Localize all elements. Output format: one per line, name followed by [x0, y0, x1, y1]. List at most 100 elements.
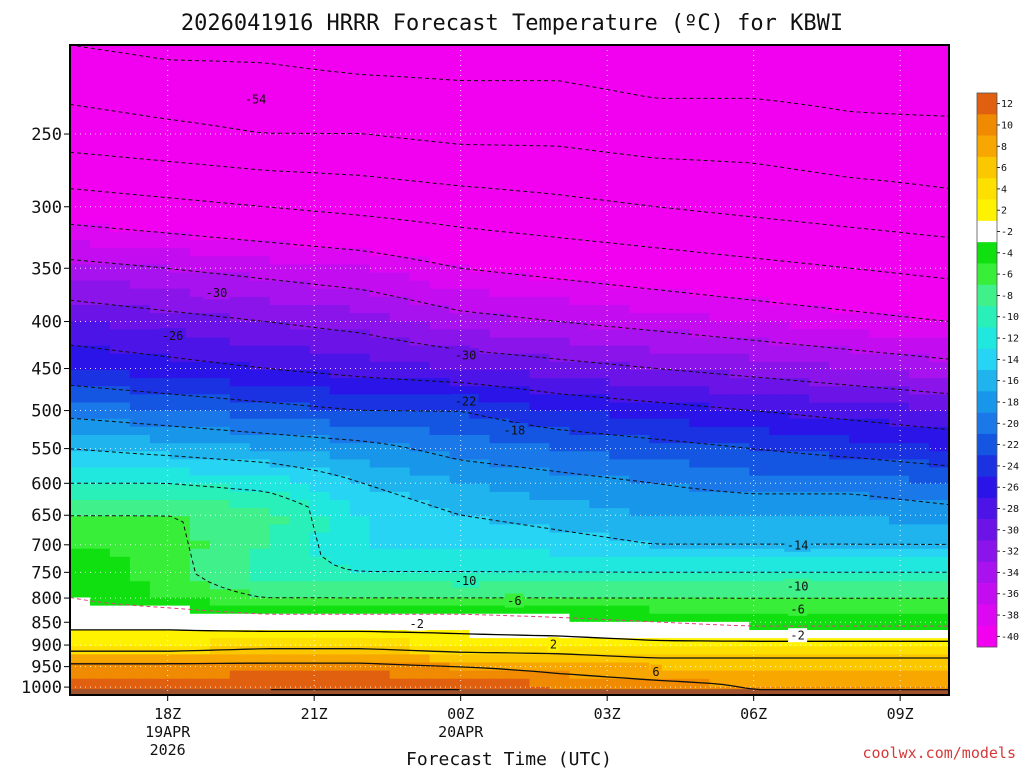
heat-cell [709, 597, 730, 607]
heat-cell [669, 508, 690, 517]
heat-cell [509, 69, 531, 79]
heat-cell [129, 280, 151, 290]
heat-cell [489, 597, 511, 607]
heat-cell [589, 370, 610, 379]
heat-cell [189, 459, 211, 469]
heat-cell [469, 370, 491, 379]
heat-cell [749, 491, 770, 501]
heat-cell [869, 467, 890, 477]
isotherm-line [70, 223, 949, 322]
heat-cell [309, 459, 331, 469]
contour-label-bg [242, 92, 269, 107]
heat-cell [609, 621, 630, 631]
heat-cell [469, 191, 491, 200]
heat-cell [769, 305, 790, 314]
heat-cell [249, 345, 271, 355]
contour-label: -6 [504, 593, 524, 608]
heat-cell [229, 321, 251, 330]
heat-cell [669, 101, 690, 111]
heat-cell [729, 134, 750, 144]
heat-cell [169, 361, 191, 371]
heat-cell [589, 280, 610, 290]
heat-cell [729, 142, 750, 152]
heat-cell [109, 573, 131, 582]
heat-cell [149, 508, 171, 517]
heat-cell [109, 435, 131, 444]
heat-cell [70, 467, 91, 477]
contour-label: -30 [452, 348, 479, 363]
heat-cell [589, 61, 610, 70]
heat-cell [569, 443, 591, 452]
heat-cell [789, 61, 810, 70]
heat-cell [769, 93, 790, 103]
heat-cell [469, 53, 491, 62]
heat-cell [569, 378, 591, 387]
heat-cell [389, 451, 411, 460]
heat-cell [709, 646, 730, 655]
heat-cell [529, 183, 551, 192]
y-tick-label: 450 [31, 360, 62, 380]
heat-cell [749, 508, 770, 517]
heat-cell [909, 516, 930, 525]
heat-cell [689, 321, 710, 330]
heat-cell [469, 305, 491, 314]
heat-cell [689, 402, 710, 412]
heat-cell [149, 418, 171, 428]
heat-cell [70, 378, 91, 387]
heat-cell [889, 85, 910, 95]
heat-cell [849, 630, 870, 639]
heat-cell [269, 426, 291, 436]
colorbar-label: -14 [1001, 355, 1019, 366]
heat-cell [469, 613, 491, 623]
heat-cell [689, 662, 710, 672]
heat-cell [709, 548, 730, 558]
heat-cell [769, 280, 790, 290]
heat-cell [89, 191, 111, 200]
heat-cell [669, 370, 690, 379]
heat-cell [629, 467, 650, 477]
heat-cell [329, 223, 351, 233]
heat-cell [229, 256, 251, 265]
heat-cell [629, 240, 650, 249]
contour-label: -26 [159, 328, 186, 343]
heat-cell [749, 77, 770, 87]
heat-cell [909, 150, 930, 160]
heat-cell [449, 483, 471, 493]
heat-cell [449, 45, 471, 54]
heat-cell [689, 418, 710, 428]
heat-cell [749, 183, 770, 192]
heat-cell [329, 313, 351, 322]
heat-cell [789, 142, 810, 152]
heat-cell [869, 654, 890, 664]
heat-cell [889, 256, 910, 265]
heat-cell [609, 53, 630, 62]
heat-cell [629, 662, 650, 672]
heat-cell [269, 231, 291, 241]
heat-cell [929, 597, 949, 607]
heat-cell [329, 118, 351, 127]
heat-cell [729, 175, 750, 184]
heat-cell [469, 475, 491, 485]
heat-cell [829, 654, 850, 664]
heat-cell [689, 158, 710, 168]
heat-cell [89, 451, 111, 460]
heat-cell [889, 516, 910, 525]
heat-cell [729, 605, 750, 615]
heat-cell [409, 93, 431, 103]
heat-cell [389, 150, 411, 160]
heat-cell [789, 134, 810, 144]
heat-cell [70, 508, 91, 517]
heat-cell [109, 134, 131, 144]
heat-cell [849, 605, 870, 615]
heat-cell [70, 118, 91, 127]
heat-cell [309, 443, 331, 452]
heat-cell [429, 573, 451, 582]
heat-cell [229, 337, 251, 347]
heat-cell [89, 305, 111, 314]
heat-cell [869, 386, 890, 395]
heat-cell [269, 435, 291, 444]
heat-cell [269, 605, 291, 615]
contour-label-text: -14 [787, 538, 809, 552]
heat-cell [429, 183, 451, 192]
heat-cell [409, 183, 431, 192]
